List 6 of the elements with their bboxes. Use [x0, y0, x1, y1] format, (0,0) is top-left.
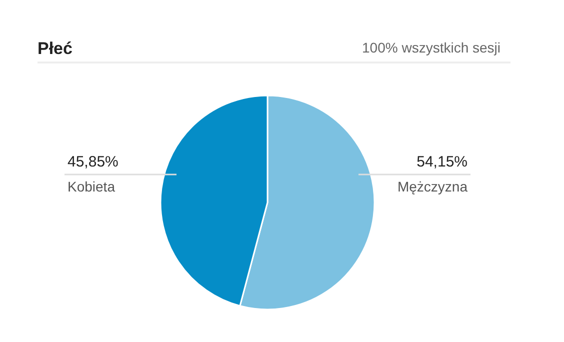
data-label: 45,85%: [68, 154, 118, 170]
chart-title: Płeć: [38, 39, 72, 58]
slice-label: Mężczyzna: [397, 178, 468, 194]
slice-label: Kobieta: [68, 178, 116, 194]
chart-subtitle: 100% wszystkich sesji: [362, 40, 501, 56]
data-label: 54,15%: [416, 154, 468, 170]
